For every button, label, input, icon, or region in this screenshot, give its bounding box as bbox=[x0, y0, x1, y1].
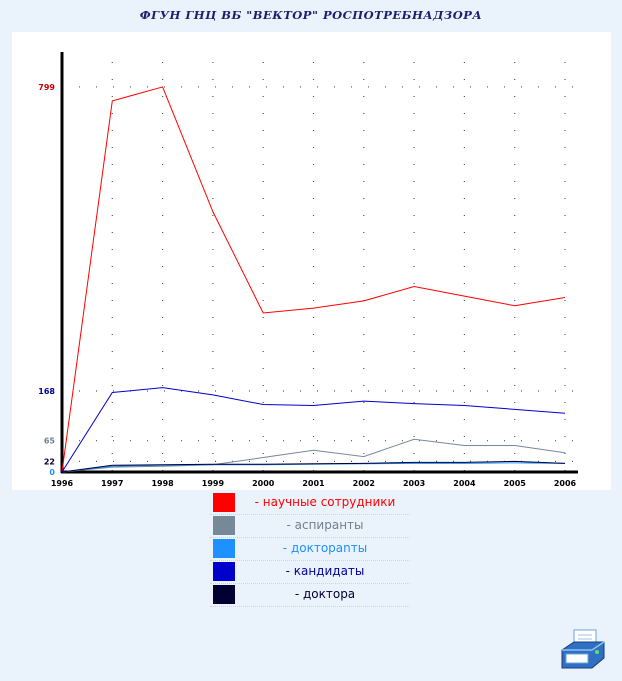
legend-item: - доктораnты bbox=[210, 538, 410, 561]
legend-item: - доктора bbox=[210, 584, 410, 607]
legend-label: - научные сотрудники bbox=[254, 495, 396, 509]
x-tick-label: 1996 bbox=[51, 479, 74, 488]
printer-icon bbox=[561, 629, 605, 669]
x-tick-label: 2006 bbox=[554, 479, 577, 488]
legend-item: - научные сотрудники bbox=[210, 492, 410, 515]
x-tick-label: 2002 bbox=[353, 479, 375, 488]
x-tick-labels: 1996 1997 1998 1999 2000 2001 2002 2003 2004 2005… bbox=[51, 479, 577, 488]
chart-title: ФГУН ГНЦ ВБ "ВЕКТОР" РОСПОТРЕБНАДЗОРА bbox=[139, 8, 483, 22]
series-line bbox=[61, 438, 566, 473]
legend-swatch bbox=[213, 516, 235, 535]
legend-item: - аспиранты bbox=[210, 515, 410, 538]
legend-swatch bbox=[213, 585, 235, 604]
x-tick-label: 2004 bbox=[453, 479, 476, 488]
series-line bbox=[61, 86, 566, 473]
x-tick-label: 2001 bbox=[302, 479, 325, 488]
x-tick-label: 2003 bbox=[403, 479, 425, 488]
series-line bbox=[61, 460, 566, 473]
y-tick-label: 799 bbox=[38, 83, 55, 92]
line-chart: 799 168 65 22 0 1996 1997 1998 1999 2000 2001 2002… bbox=[38, 52, 578, 488]
grid-layer bbox=[62, 62, 575, 472]
series-line bbox=[61, 387, 566, 473]
x-tick-label: 1999 bbox=[202, 479, 225, 488]
legend-item: - кандидаты bbox=[210, 561, 410, 584]
x-tick-label: 1997 bbox=[101, 479, 123, 488]
y-tick-label: 0 bbox=[49, 468, 55, 477]
legend: - научные сотрудники - аспиранты - докто… bbox=[210, 492, 410, 607]
legend-label: - доктора bbox=[294, 587, 356, 601]
print-button[interactable] bbox=[558, 628, 608, 672]
legend-swatch bbox=[213, 562, 235, 581]
legend-label: - кандидаты bbox=[285, 564, 365, 578]
y-tick-labels: 799 168 65 22 0 bbox=[38, 83, 55, 477]
chart-panel: 799 168 65 22 0 1996 1997 1998 1999 2000 2001 2002… bbox=[12, 32, 611, 490]
x-tick-label: 1998 bbox=[151, 479, 174, 488]
y-tick-label: 65 bbox=[44, 437, 56, 446]
x-tick-label: 2005 bbox=[504, 479, 527, 488]
y-tick-label: 22 bbox=[44, 457, 55, 466]
legend-swatch bbox=[213, 493, 235, 512]
legend-label: - доктораnты bbox=[282, 541, 368, 555]
legend-label: - аспиранты bbox=[286, 518, 364, 532]
series-layer bbox=[61, 86, 566, 473]
x-tick-label: 2000 bbox=[252, 479, 275, 488]
legend-swatch bbox=[213, 539, 235, 558]
y-tick-label: 168 bbox=[38, 387, 55, 396]
axes-layer bbox=[60, 52, 578, 474]
